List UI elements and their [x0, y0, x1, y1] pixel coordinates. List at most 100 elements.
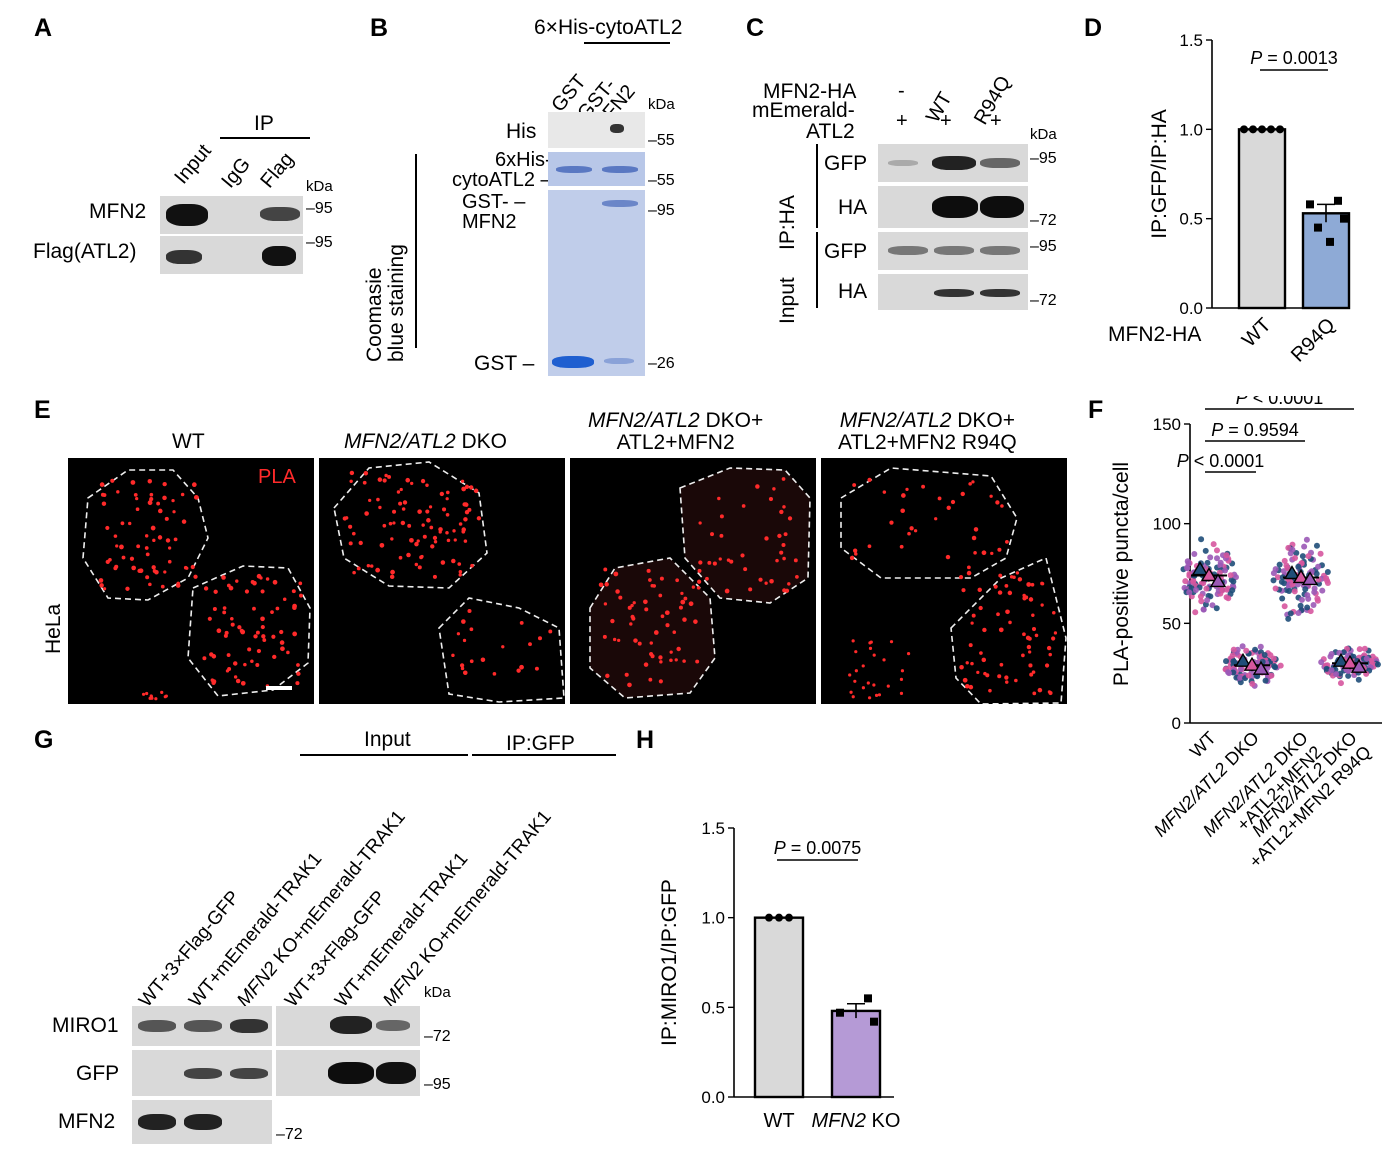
- pla-punctum: [164, 694, 168, 698]
- pla-punctum: [459, 663, 465, 668]
- pla-punctum: [1012, 575, 1016, 580]
- data-point: [1281, 580, 1288, 587]
- p-text: = 0.9594: [1223, 420, 1299, 440]
- x-tick-label: WT: [1238, 314, 1276, 352]
- data-point: [1237, 665, 1244, 672]
- pla-punctum: [342, 516, 347, 521]
- pla-punctum: [207, 616, 212, 621]
- cell-outline: [589, 557, 716, 699]
- row-label-gfp: GFP: [824, 152, 868, 175]
- pla-punctum: [889, 640, 894, 644]
- blot-cytoatl2: [548, 152, 645, 186]
- pla-punctum: [976, 670, 980, 674]
- pla-punctum: [676, 646, 681, 652]
- data-point: [1314, 597, 1321, 604]
- pla-punctum: [1022, 632, 1026, 637]
- pla-punctum: [396, 490, 401, 494]
- pla-punctum: [469, 485, 474, 490]
- pla-punctum: [243, 662, 247, 667]
- marker-72: –72: [424, 1028, 451, 1045]
- data-point: [1324, 568, 1331, 575]
- pla-punctum: [377, 477, 383, 482]
- scale-bar: [266, 686, 292, 690]
- pla-punctum: [658, 593, 663, 598]
- x-tick-label: WT: [763, 1110, 794, 1132]
- data-point: [870, 1017, 878, 1026]
- pla-punctum: [255, 663, 260, 667]
- pla-punctum: [252, 606, 256, 611]
- input-label: Input: [364, 728, 411, 751]
- y-tick-label: 150: [1153, 415, 1181, 434]
- data-point: [1198, 536, 1205, 543]
- data-point: [1225, 595, 1232, 602]
- y-tick-label: 0.5: [701, 998, 725, 1017]
- data-point: [1340, 649, 1347, 656]
- pla-punctum: [133, 492, 138, 497]
- data-point: [1249, 680, 1256, 687]
- data-point: [1328, 667, 1335, 674]
- pla-punctum: [362, 480, 367, 485]
- pla-punctum: [452, 529, 456, 533]
- pla-punctum: [147, 479, 153, 484]
- pla-punctum: [979, 651, 983, 655]
- pla-punctum: [226, 653, 231, 657]
- data-point: [1237, 674, 1244, 681]
- replicate-mean: [1332, 652, 1350, 667]
- pla-punctum: [376, 497, 380, 502]
- pla-punctum: [1031, 670, 1036, 674]
- data-point: [1276, 561, 1283, 568]
- pla-punctum: [937, 496, 942, 501]
- panel-label-h: H: [636, 726, 655, 754]
- pla-punctum: [665, 623, 670, 628]
- y-tick-label: 1.0: [1179, 120, 1203, 139]
- data-point: [1299, 553, 1306, 560]
- pla-punctum: [886, 684, 890, 688]
- marker-55: –55: [648, 172, 675, 189]
- pla-punctum: [461, 619, 466, 624]
- data-point: [1286, 588, 1293, 595]
- pla-punctum: [116, 490, 120, 494]
- pla-punctum: [272, 579, 278, 585]
- data-point: [1317, 550, 1324, 557]
- pla-punctum: [119, 544, 124, 550]
- category-rest: DKO: [1218, 728, 1263, 773]
- pla-punctum: [1015, 571, 1020, 575]
- pla-punctum: [195, 495, 199, 500]
- marker-95: –95: [1030, 150, 1057, 167]
- pla-punctum: [962, 677, 968, 683]
- cell-outline: [840, 467, 1018, 579]
- data-point: [1268, 672, 1275, 679]
- pla-punctum: [867, 544, 872, 549]
- pla-punctum: [492, 672, 497, 676]
- pla-punctum: [131, 565, 137, 571]
- pla-punctum: [909, 526, 914, 531]
- pla-punctum: [144, 534, 149, 538]
- pla-punctum: [999, 662, 1004, 667]
- pla-punctum: [256, 648, 262, 654]
- pla-punctum: [102, 587, 107, 591]
- kda-label: kDa: [424, 984, 451, 1001]
- pla-punctum: [399, 487, 403, 492]
- pla-punctum: [160, 690, 164, 695]
- pla-punctum: [149, 498, 153, 502]
- pla-punctum: [680, 591, 684, 596]
- replicate-mean: [1292, 569, 1310, 584]
- pla-punctum: [439, 491, 445, 497]
- pla-punctum: [782, 505, 786, 509]
- pla-punctum: [1051, 636, 1056, 641]
- pla-punctum: [970, 621, 974, 625]
- pla-punctum: [421, 523, 425, 527]
- data-point: [1239, 643, 1246, 650]
- pla-punctum: [743, 567, 748, 572]
- data-point: [1291, 588, 1298, 595]
- ip-ha-label: IP:HA: [776, 195, 799, 250]
- pla-punctum: [633, 638, 638, 643]
- pla-punctum: [180, 492, 185, 497]
- pla-punctum: [129, 556, 135, 561]
- pla-punctum: [1029, 672, 1034, 677]
- pla-punctum: [1048, 652, 1052, 657]
- pla-punctum: [221, 575, 226, 580]
- pla-punctum: [358, 540, 363, 546]
- pla-punctum: [453, 538, 457, 542]
- pla-punctum: [349, 470, 355, 476]
